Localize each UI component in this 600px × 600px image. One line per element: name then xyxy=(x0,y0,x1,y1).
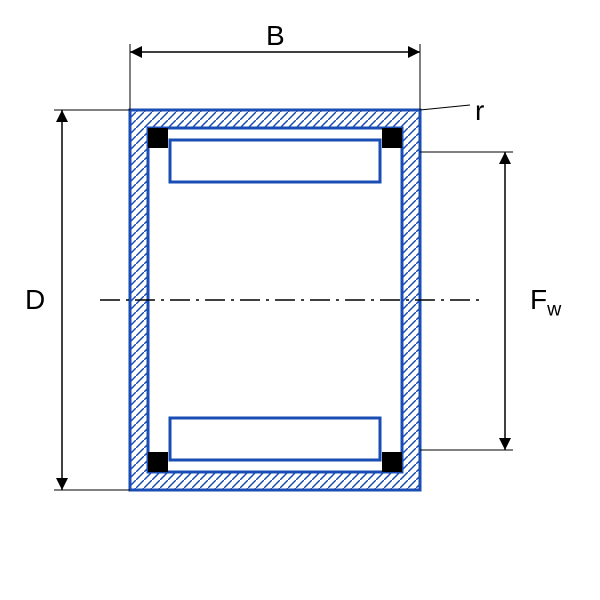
label-outer-diameter-D: D xyxy=(25,284,45,316)
label-inner-diameter-Fw: Fw xyxy=(530,284,561,322)
label-corner-radius-r: r xyxy=(475,95,484,127)
label-width-B: B xyxy=(266,20,285,52)
